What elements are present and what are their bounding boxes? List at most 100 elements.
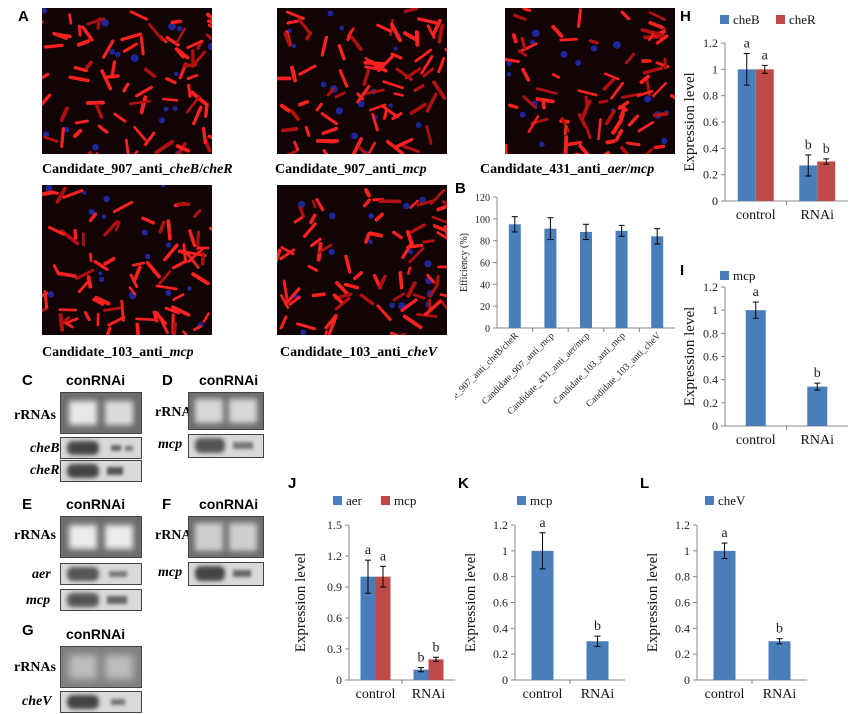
red-bacterium <box>362 88 385 96</box>
y-tick-label: 0.2 <box>703 168 718 182</box>
red-bacterium <box>647 32 655 42</box>
significance-letter: b <box>594 619 601 634</box>
y-tick-label: 0.6 <box>703 350 718 364</box>
legend-label: cheR <box>789 12 816 27</box>
red-bacterium <box>560 116 570 133</box>
bar <box>745 310 766 426</box>
red-bacterium <box>648 11 666 21</box>
red-bacterium <box>598 99 609 104</box>
panel-label-j: J <box>288 475 297 492</box>
bar <box>508 224 521 328</box>
y-axis-label: Efficiency (%) <box>459 233 470 292</box>
red-bacterium <box>155 284 178 291</box>
red-bacterium <box>626 141 641 147</box>
red-bacterium <box>343 282 360 290</box>
red-bacterium <box>602 78 616 91</box>
blot-e-gene-1-label: aer <box>32 567 51 582</box>
red-bacterium <box>279 103 291 113</box>
red-bacterium <box>206 19 212 25</box>
bar <box>580 231 592 328</box>
y-tick-label: 1.2 <box>703 36 718 50</box>
red-bacterium <box>431 18 442 37</box>
red-bacterium <box>297 18 312 35</box>
legend-label: aer <box>346 493 363 508</box>
blot-f-gene-1-label: mcp <box>158 565 183 580</box>
red-bacterium <box>184 250 200 269</box>
red-bacterium <box>172 321 177 335</box>
red-bacterium <box>374 212 384 222</box>
red-bacterium <box>176 142 187 154</box>
y-tick-label: 1 <box>712 303 718 317</box>
chart-h-cheb-cher: 0 0.2 0.4 0.6 0.8 1 1.2 Expression level aa contr… <box>682 12 848 223</box>
red-bacterium <box>535 97 555 104</box>
red-bacterium <box>406 281 417 298</box>
red-bacterium <box>405 229 414 247</box>
red-bacterium <box>193 325 202 331</box>
red-bacterium <box>439 293 447 298</box>
red-bacterium <box>402 31 419 42</box>
red-bacterium <box>131 261 145 267</box>
red-bacterium <box>143 131 156 147</box>
red-bacterium <box>511 33 518 44</box>
blue-cell <box>506 60 512 67</box>
red-bacterium <box>103 306 122 312</box>
blue-cell <box>101 19 109 27</box>
blue-cell <box>389 302 396 309</box>
red-bacterium <box>42 291 49 298</box>
micrograph-caption-1: Candidate_907_anti_cheB/cheR <box>42 162 233 177</box>
red-bacterium <box>551 73 561 79</box>
red-bacterium <box>112 200 134 214</box>
red-bacterium <box>298 205 306 218</box>
red-bacterium <box>435 274 440 286</box>
blot-f-rrna-label: rRNAs <box>155 528 197 543</box>
red-bacterium <box>320 35 329 57</box>
micrograph-5 <box>277 185 447 335</box>
blot-d-gene-1-label: mcp <box>158 437 183 452</box>
blue-cell <box>408 249 413 255</box>
red-bacterium <box>505 143 508 154</box>
significance-letter: a <box>721 526 728 541</box>
y-tick-label: 0.2 <box>703 396 718 410</box>
legend-swatch <box>720 15 729 24</box>
red-bacterium <box>346 31 352 42</box>
bar <box>799 165 818 201</box>
bar <box>737 69 756 201</box>
blot-c-rrna-label: rRNAs <box>14 408 56 423</box>
panel-label-f: F <box>162 496 172 513</box>
blue-cell <box>114 51 121 58</box>
red-bacterium <box>580 99 592 121</box>
red-bacterium <box>166 219 172 241</box>
red-bacterium <box>129 10 149 21</box>
red-bacterium <box>322 139 336 144</box>
red-bacterium <box>107 315 126 327</box>
blot-g-rrna-label: rRNAs <box>14 660 56 675</box>
red-bacterium <box>175 27 186 44</box>
blue-cell <box>368 239 373 245</box>
red-bacterium <box>128 99 151 106</box>
blue-cell <box>519 111 526 118</box>
bar <box>817 161 836 201</box>
significance-letter: a <box>753 285 760 300</box>
y-tick-label: 0 <box>712 419 718 433</box>
red-bacterium <box>380 104 399 119</box>
red-bacterium <box>338 69 349 88</box>
red-bacterium <box>653 144 666 150</box>
y-tick-label: 0.4 <box>703 373 718 387</box>
red-bacterium <box>521 67 531 82</box>
panel-label-b: B <box>455 180 466 197</box>
red-bacterium <box>86 275 93 289</box>
y-tick-label: 0.4 <box>703 141 718 155</box>
red-bacterium <box>52 31 68 40</box>
red-bacterium <box>332 293 343 304</box>
blot-d-header: conRNAi <box>199 372 259 388</box>
red-bacterium <box>43 43 64 49</box>
red-bacterium <box>376 23 392 33</box>
red-bacterium <box>293 215 304 224</box>
x-tick-label: Candidate_103_anti_cheV <box>585 331 664 410</box>
x-tick-label: RNAi <box>763 687 797 702</box>
red-bacterium <box>187 83 192 98</box>
red-bacterium <box>122 42 138 53</box>
micrograph-caption-5: Candidate_103_anti_cheV <box>280 345 438 360</box>
red-bacterium <box>105 74 120 79</box>
red-bacterium <box>129 273 139 289</box>
